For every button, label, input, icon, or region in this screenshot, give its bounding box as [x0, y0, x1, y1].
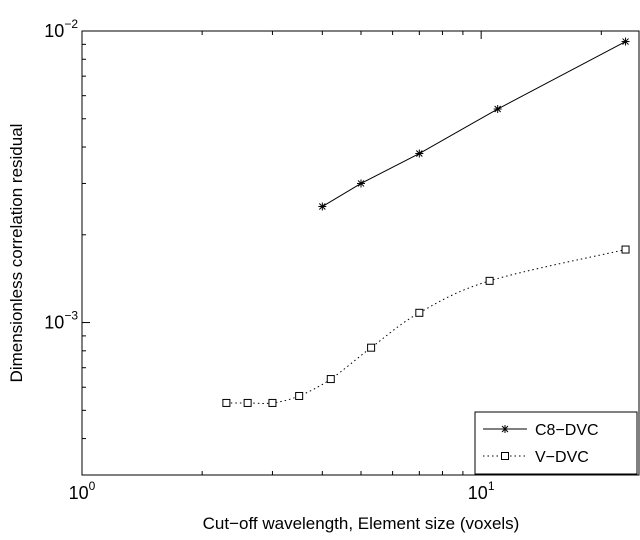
legend-box: [474, 411, 638, 475]
data-point: [493, 105, 502, 114]
y-axis-label: Dimensionless correlation residual: [7, 124, 26, 383]
x-tick-label: 101: [468, 479, 495, 503]
data-point: [367, 343, 376, 352]
plot-area-border: [81, 30, 640, 476]
data-point: [295, 391, 304, 400]
axis-ticks: [81, 30, 602, 476]
series-line: [322, 41, 626, 207]
data-point: [485, 276, 494, 285]
legend-marker: [501, 452, 509, 460]
y-tick-label: 10−3: [44, 309, 78, 333]
series-layer: [222, 37, 630, 407]
data-point: [415, 149, 424, 158]
data-point: [326, 375, 335, 384]
legend-label: C8−DVC: [535, 422, 599, 439]
data-point: [415, 308, 424, 317]
legend-item: C8−DVC: [483, 422, 599, 439]
x-axis-label: Cut−off wavelength, Element size (voxels…: [203, 514, 520, 533]
data-point: [318, 202, 327, 211]
legend: C8−DVC V−DVC: [474, 411, 638, 475]
data-point: [621, 37, 630, 46]
legend-marker: [501, 425, 509, 433]
data-point: [357, 179, 365, 188]
data-point: [621, 245, 630, 254]
legend-item: V−DVC: [483, 449, 589, 466]
plot-frame: [81, 30, 640, 476]
data-point: [268, 398, 277, 407]
axis-tick-labels: 100 101 10−3 10−2: [44, 17, 495, 503]
series-line: [226, 249, 626, 404]
series-0: [318, 37, 630, 211]
data-point: [222, 398, 231, 407]
data-point: [243, 398, 252, 407]
x-tick-label: 100: [69, 479, 96, 503]
legend-label: V−DVC: [535, 449, 589, 466]
y-tick-label: 10−2: [44, 17, 78, 41]
series-1: [222, 245, 630, 407]
